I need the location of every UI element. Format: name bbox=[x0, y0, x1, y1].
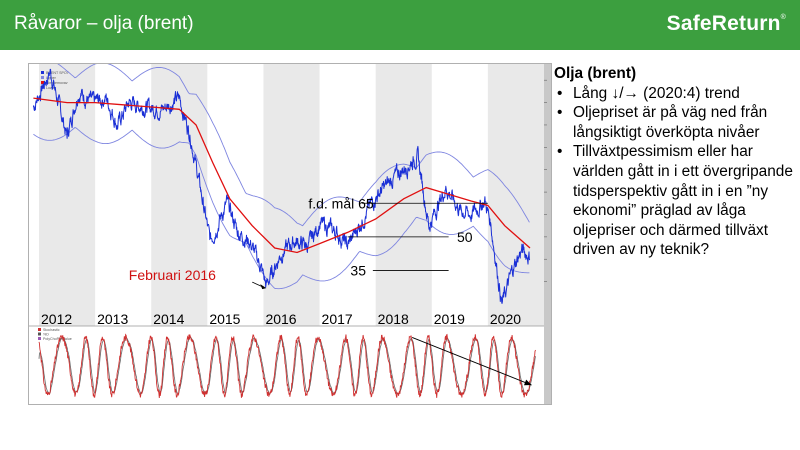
commentary-heading: Olja (brent) bbox=[554, 65, 637, 82]
legend-item: BRENT SPOT bbox=[46, 71, 70, 75]
legend-swatch bbox=[38, 332, 41, 336]
x-tick-label: 2016 bbox=[265, 311, 296, 327]
legend-item: %D bbox=[43, 333, 49, 337]
moving-average-line bbox=[33, 97, 531, 254]
axis-strip bbox=[544, 64, 551, 404]
year-shading bbox=[39, 64, 544, 326]
legend-swatch bbox=[41, 71, 44, 74]
upper-band-line bbox=[33, 58, 530, 227]
legend-swatch bbox=[41, 76, 44, 79]
year-shade bbox=[487, 64, 544, 326]
target-65-label: f.d. mål 65 bbox=[308, 195, 374, 211]
commentary-bullets: Lång ↓/→ (2020:4) trend Oljepriset är på… bbox=[554, 84, 794, 260]
slide-header: Råvaror – olja (brent) SafeReturn® bbox=[0, 0, 800, 50]
legend-swatch bbox=[38, 337, 41, 340]
annotations: f.d. mål 65 50 35 Februari 2016 bbox=[129, 195, 488, 290]
brand-logo: SafeReturn® bbox=[667, 12, 786, 36]
x-tick-label: 2020 bbox=[490, 311, 521, 327]
oscillator-trend-arrowhead bbox=[523, 379, 532, 386]
year-shade bbox=[375, 64, 432, 326]
x-tick-label: 2012 bbox=[41, 311, 72, 327]
x-tick-label: 2015 bbox=[209, 311, 240, 327]
x-tick-label: 2018 bbox=[378, 311, 409, 327]
legend-item: Simplemovav bbox=[46, 81, 68, 85]
right-axis bbox=[544, 64, 551, 404]
x-tick-label: 2014 bbox=[153, 311, 184, 327]
legend-item: PolyChoPlotValue bbox=[43, 337, 72, 341]
bullet-growth: Tillväxtpessimism eller har världen gått… bbox=[554, 142, 794, 260]
brand-registered-mark: ® bbox=[780, 14, 786, 21]
oscillator-k-line bbox=[38, 333, 536, 399]
chart-svg: BRENT SPOT Upper Simplemovav Lower f.d. … bbox=[29, 58, 551, 404]
brent-chart: BRENT SPOT Upper Simplemovav Lower f.d. … bbox=[28, 58, 552, 405]
oscillator-legend: Stochastic %D PolyChoPlotValue bbox=[38, 328, 72, 341]
legend-item: Lower bbox=[46, 86, 57, 90]
legend-swatch bbox=[38, 328, 41, 331]
year-shade bbox=[151, 64, 208, 326]
february-2016-arrowhead bbox=[260, 284, 267, 290]
bullet-trend: Lång ↓/→ (2020:4) trend bbox=[554, 84, 794, 104]
year-shade bbox=[263, 64, 320, 326]
bullet-overbought: Oljepriset är på väg ned från långsiktig… bbox=[554, 103, 794, 142]
legend-swatch bbox=[41, 81, 44, 84]
x-tick-label: 2017 bbox=[322, 311, 353, 327]
x-axis-tick-labels: 2012 2013 2014 2015 2016 2017 2018 2019 2020 bbox=[41, 311, 521, 327]
oscillator-trend-arrow bbox=[411, 337, 532, 386]
february-2016-label: Februari 2016 bbox=[129, 267, 216, 283]
x-tick-label: 2013 bbox=[97, 311, 128, 327]
level-35-label: 35 bbox=[350, 262, 366, 278]
level-50-label: 50 bbox=[457, 229, 473, 245]
slide-title: Råvaror – olja (brent) bbox=[14, 13, 194, 34]
x-tick-label: 2019 bbox=[434, 311, 465, 327]
commentary-panel: Olja (brent) Lång ↓/→ (2020:4) trend Olj… bbox=[554, 64, 794, 260]
oscillator-d-line bbox=[38, 336, 536, 396]
lower-band-line bbox=[33, 126, 530, 290]
legend-item: Stochastic bbox=[43, 328, 60, 332]
brand-name: SafeReturn bbox=[666, 12, 781, 35]
